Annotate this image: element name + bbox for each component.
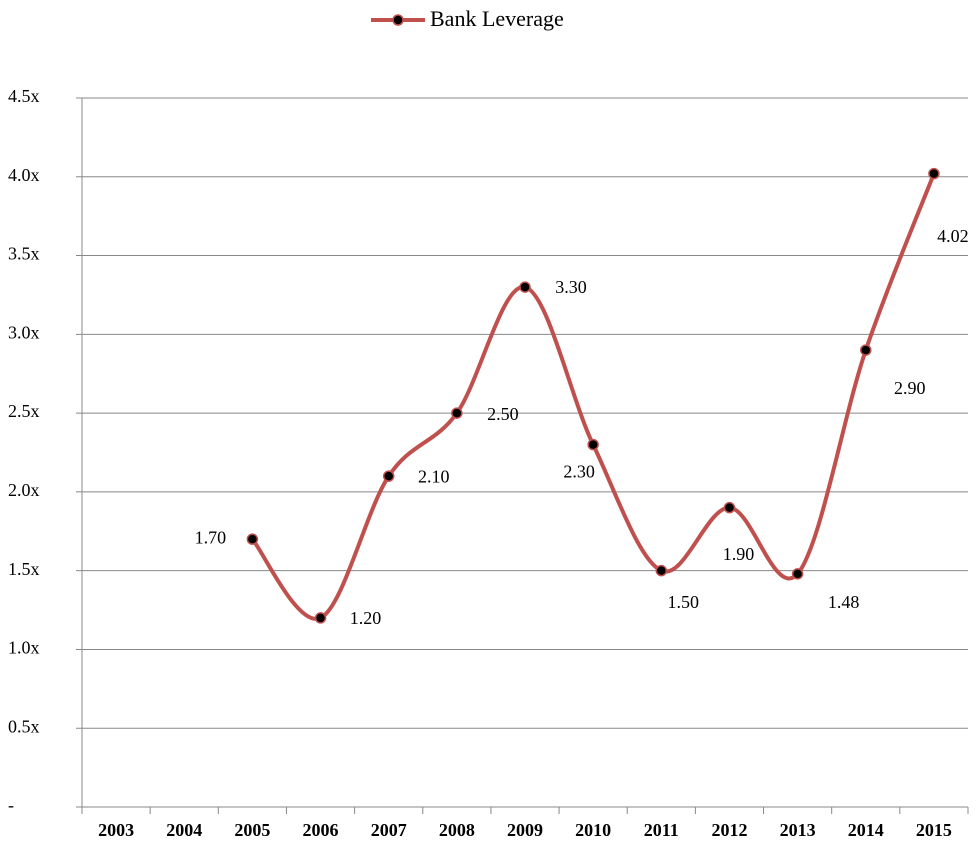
data-label: 1.48 xyxy=(828,592,860,612)
x-tick-label: 2007 xyxy=(371,820,407,840)
y-tick-label: 4.5x xyxy=(8,86,40,106)
x-tick-label: 2004 xyxy=(166,820,202,840)
y-tick-label: 3.5x xyxy=(8,244,40,264)
marker xyxy=(723,501,736,514)
y-tick-label: 1.0x xyxy=(8,638,40,658)
line xyxy=(250,172,936,621)
x-tick-label: 2008 xyxy=(439,820,475,840)
x-tick-label: 2009 xyxy=(507,820,543,840)
data-label: 2.30 xyxy=(563,462,595,482)
x-tick-label: 2010 xyxy=(575,820,611,840)
y-tick-label: 3.0x xyxy=(8,322,40,342)
y-tick-label: 4.0x xyxy=(8,165,40,185)
y-tick-label: 1.5x xyxy=(8,559,40,579)
x-tick-label: 2003 xyxy=(98,820,134,840)
x-tick-label: 2015 xyxy=(916,820,952,840)
y-tick-label: 0.5x xyxy=(8,716,40,736)
marker xyxy=(655,564,668,577)
marker xyxy=(928,167,940,180)
data-label: 1.20 xyxy=(350,608,382,628)
marker xyxy=(587,438,599,451)
data-label: 2.10 xyxy=(418,466,450,486)
x-tick-label: 2006 xyxy=(303,820,339,840)
x-tick-label: 2012 xyxy=(711,820,747,840)
legend-label: Bank Leverage xyxy=(430,6,564,31)
y-tick-label: 2.5x xyxy=(8,401,40,421)
marker xyxy=(519,281,531,293)
data-label: 3.30 xyxy=(555,277,587,297)
y-tick-label: 2.0x xyxy=(8,480,40,500)
marker xyxy=(382,470,395,482)
x-tick-label: 2011 xyxy=(644,820,679,840)
marker xyxy=(860,344,872,356)
marker xyxy=(791,568,804,580)
marker xyxy=(451,407,463,419)
marker xyxy=(246,533,259,545)
data-label: 4.02 xyxy=(937,226,969,246)
data-label: 1.50 xyxy=(668,592,700,612)
x-tick-label: 2014 xyxy=(848,820,884,840)
data-label: 2.90 xyxy=(894,378,926,398)
marker xyxy=(314,612,327,624)
x-tick-label: 2013 xyxy=(780,820,816,840)
data-label: 1.70 xyxy=(195,527,227,547)
legend-marker xyxy=(392,14,404,26)
data-label: 1.90 xyxy=(723,544,755,564)
data-label: 2.50 xyxy=(487,404,519,424)
y-tick-label: - xyxy=(8,795,14,815)
x-tick-label: 2005 xyxy=(234,820,270,840)
